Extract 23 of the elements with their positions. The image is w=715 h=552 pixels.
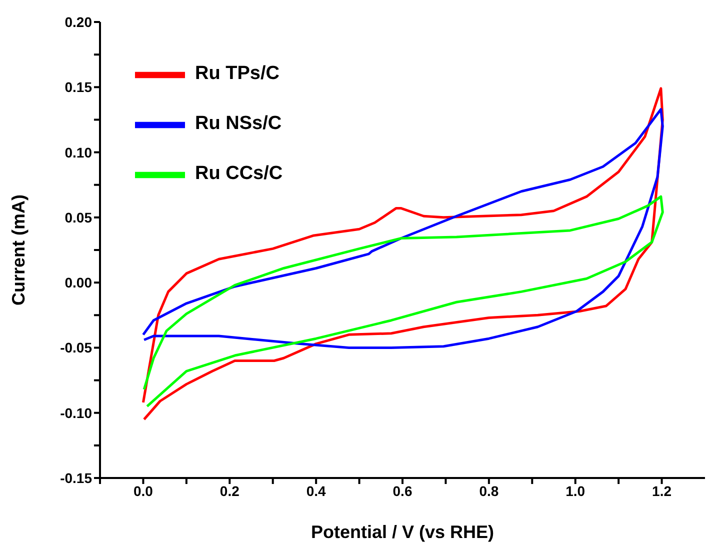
line-series — [142, 87, 664, 421]
y-tick-label: -0.10 — [60, 404, 92, 421]
x-tick-label: 0.2 — [220, 482, 240, 499]
y-tick-label: -0.05 — [60, 340, 92, 356]
y-tick-label: 0.00 — [64, 274, 92, 291]
x-tick-label: 1.0 — [566, 482, 586, 499]
x-axis-title: Potential / V (vs RHE) — [310, 522, 494, 542]
y-tick-label: 0.10 — [64, 144, 92, 160]
y-tick-label: 0.15 — [64, 79, 92, 96]
x-tick-label: 0.4 — [306, 482, 326, 499]
y-axis-title: Current (mA) — [8, 194, 28, 306]
x-tick-label: 0.6 — [392, 482, 412, 499]
y-tick-label: 0.20 — [64, 14, 92, 30]
legend-label: Ru NSs/C — [195, 113, 282, 134]
x-tick-label: 1.2 — [652, 482, 672, 499]
x-tick-label: 0.0 — [133, 482, 154, 499]
legend-label: Ru TPs/C — [195, 63, 280, 84]
line-series — [142, 195, 664, 408]
line-series — [142, 108, 664, 349]
y-tick-label: -0.15 — [60, 470, 92, 486]
x-tick-label: 0.8 — [479, 482, 499, 499]
legend-label: Ru CCs/C — [195, 163, 283, 184]
y-tick-label: 0.05 — [64, 209, 92, 226]
